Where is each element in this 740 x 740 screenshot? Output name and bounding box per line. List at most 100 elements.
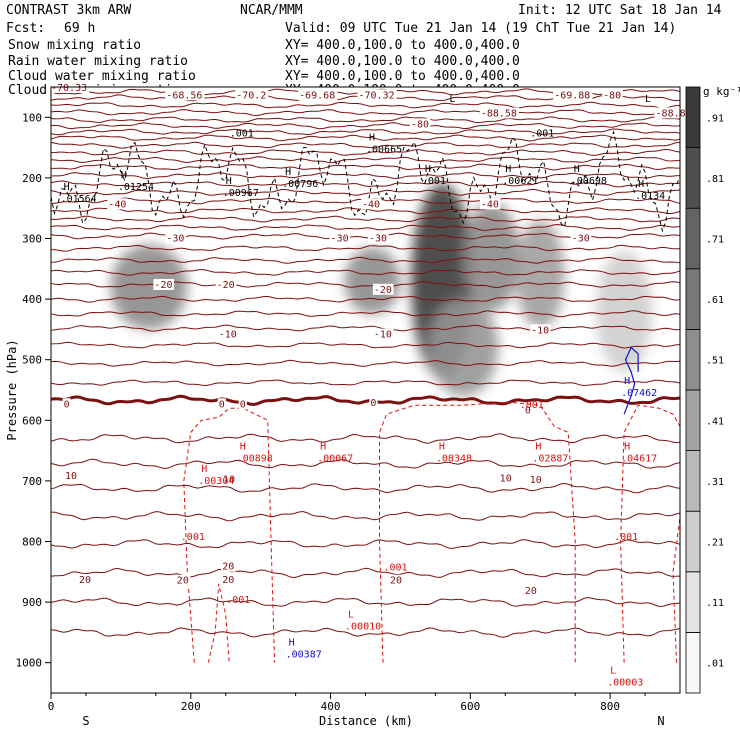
isotherm-line-27 (50, 341, 681, 349)
isotherm-bg-16 (570, 232, 592, 244)
cloud-water-extremum-mark-1: H (289, 638, 295, 649)
isotherm-bg-28 (63, 469, 79, 481)
isotherm-line-28 (50, 359, 681, 367)
rain-contour-3 (620, 404, 681, 663)
colorbar-label-4: .41 (706, 416, 724, 427)
isotherm-bg-22 (530, 324, 551, 336)
isotherm-bg-30 (498, 472, 514, 484)
legend-snow-label: Snow mixing ratio (8, 38, 141, 53)
isotherm-label-14: -30 (331, 233, 349, 244)
cloud-water-extremum-value-1: .00387 (286, 650, 322, 661)
isotherm-label-4: -70.32 (359, 90, 395, 101)
snow-extremum-mark-11: L (449, 94, 455, 105)
plot-area: -70.33 -68.56 -70.2 -69.68 -70.32 -69.88 -80 -8… (50, 82, 694, 694)
isotherm-line-20 (50, 244, 681, 252)
cloud-water-extremum-mark-0: H (624, 376, 630, 387)
x-end-label-south: S (82, 714, 89, 728)
x-tick-label-2: 400 (321, 700, 341, 713)
isotherm-line-6 (50, 128, 681, 136)
colorbar-label-7: .71 (706, 235, 724, 246)
isotherm-bg-3 (298, 89, 338, 101)
isotherm-bg-25 (238, 398, 247, 410)
colorbar-box-8 (685, 147, 701, 209)
isotherm-bg-5 (553, 89, 593, 101)
colorbar-label-6: .61 (706, 295, 724, 306)
isotherm-line-30 (50, 433, 681, 444)
isotherm-label-26: 0 (370, 398, 376, 409)
isotherm-line-35 (50, 567, 681, 579)
snow-extremum-value-2: .00967 (223, 188, 259, 199)
rain-extremum-value-7: .00003 (607, 678, 643, 689)
rain-extremum-mark-4: H (624, 441, 630, 452)
isotherm-line-3 (50, 109, 681, 117)
isotherm-label-35: 20 (222, 575, 234, 586)
isotherm-label-9: -80 (411, 119, 429, 130)
isotherm-line-26 (50, 324, 681, 332)
legend-cloud-water-xy: XY= 400.0,100.0 to 400.0,400.0 (285, 69, 520, 84)
isotherm-bg-11 (361, 198, 382, 210)
isotherm-label-11: -40 (362, 199, 380, 210)
snow-blob-0 (110, 244, 188, 330)
isotherm-label-31: 10 (530, 475, 542, 486)
rain-contour-4 (672, 517, 681, 663)
y-tick-label-4: 500 (22, 354, 42, 367)
isotherm-bg-33 (175, 574, 191, 586)
snow-extremum-mark-3: H (285, 167, 291, 178)
colorbar-box-9 (685, 86, 701, 148)
colorbar-label-0: .01 (706, 659, 724, 670)
isotherm-bg-19 (372, 283, 394, 295)
isotherm-bg-29 (221, 473, 237, 485)
isotherm-label-18: -20 (217, 280, 235, 291)
isotherm-line-18 (50, 224, 681, 231)
colorbar-label-8: .81 (706, 174, 724, 185)
valid-time: Valid: 09 UTC Tue 21 Jan 14 (19 ChT Tue … (285, 21, 676, 36)
cloud-ice-contour (50, 130, 681, 233)
isotherm-bg-35 (221, 574, 236, 586)
isotherm-label-27: 0 (525, 405, 531, 416)
isotherm-label-32: 20 (79, 575, 91, 586)
cloud-water-extremum-value-0: .07462 (621, 388, 657, 399)
isotherm-bg-21 (372, 328, 394, 340)
rain-extremum-mark-6: L (348, 609, 354, 620)
snow-extremum-value-0: .01564 (61, 194, 97, 205)
colorbar-box-7 (685, 207, 701, 270)
isotherm-label-16: -30 (572, 233, 590, 244)
isotherm-line-2 (50, 101, 681, 109)
snow-extremum-mark-0: H (64, 182, 70, 193)
y-tick-label-7: 800 (22, 536, 42, 549)
y-tick-label-6: 700 (22, 475, 42, 488)
colorbar-box-3 (685, 450, 701, 512)
snow-extremum-value-3: .00796 (282, 179, 318, 190)
isotherm-label-24: 0 (219, 399, 225, 410)
isotherm-line-5 (50, 122, 681, 130)
snow-extremum-mark-2: H (226, 176, 232, 187)
isotherm-line-22 (50, 268, 681, 276)
isotherm-label-7: -88.58 (481, 108, 517, 119)
isotherm-label-29: 10 (223, 474, 235, 485)
rain-extremum-value-2: .08348 (436, 453, 472, 464)
snow-extremum-mark-7: H (574, 164, 580, 175)
isotherm-bg-36 (388, 574, 404, 586)
isotherm-line-21 (50, 256, 681, 264)
snow-extremum-value-7: .00698 (571, 176, 607, 187)
isotherm-bg-23 (62, 398, 71, 410)
snow-blob-5 (428, 299, 499, 397)
isotherm-label-2: -70.2 (236, 90, 266, 101)
rain-contour-0 (183, 407, 276, 663)
isotherm-line-13 (50, 180, 681, 188)
freezing-level-line (50, 394, 681, 407)
isotherm-line-7 (50, 134, 681, 142)
rain-extremum-mark-7: L (610, 666, 616, 677)
rain-extremum-value-5: .00304 (198, 476, 234, 487)
isotherm-line-37 (50, 627, 681, 638)
isotherm-label-37: 20 (525, 586, 537, 597)
legend-rain-label: Rain water mixing ratio (8, 54, 188, 69)
colorbar-label-9: .91 (706, 113, 724, 124)
isotherm-label-20: -10 (219, 330, 237, 341)
isotherm-line-33 (50, 510, 681, 522)
isotherm-bg-13 (165, 232, 186, 244)
snow-extremum-value-9: .001 (230, 129, 254, 140)
axes: Pressure (hPa) Distance (km) S N 1002003… (5, 111, 665, 728)
cloud-water-contour (623, 346, 639, 415)
y-tick-label-5: 600 (22, 414, 42, 427)
